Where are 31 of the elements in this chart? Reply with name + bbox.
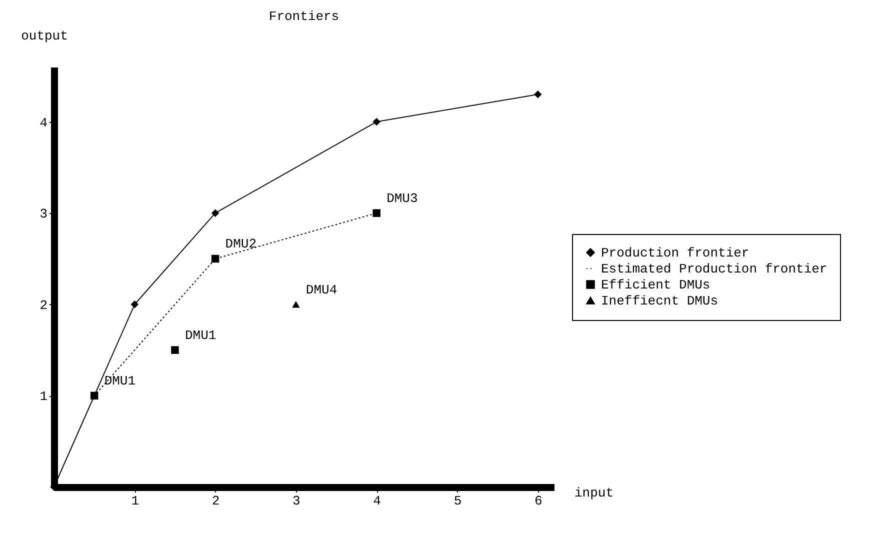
point	[90, 392, 98, 400]
annotation: DMU4	[306, 282, 338, 298]
point	[292, 301, 300, 308]
chart-title: Frontiers	[268, 9, 340, 24]
point	[211, 209, 220, 217]
point	[534, 90, 542, 98]
legend-label: Production frontier	[601, 246, 750, 260]
annotation: DMU3	[386, 191, 418, 206]
x-tick-label: 2	[212, 494, 220, 508]
point	[211, 254, 220, 263]
y-tick-label: 1	[40, 389, 48, 404]
legend-label: Efficient DMUs	[601, 278, 710, 292]
y-axis-title: output	[21, 28, 68, 44]
point	[372, 118, 380, 126]
legend-label: Estimated Production frontier	[601, 262, 828, 276]
point	[171, 346, 179, 354]
x-axis-title: input	[574, 486, 614, 500]
x-tick-label: 1	[131, 494, 140, 508]
annotation: DMU1	[104, 374, 136, 389]
y-tick-label: 4	[40, 115, 48, 130]
x-tick-label: 3	[292, 494, 300, 508]
point	[130, 300, 139, 308]
y-tick-label: 3	[40, 206, 48, 222]
annotation: DMU2	[225, 236, 257, 252]
x-tick-label: 4	[373, 494, 382, 508]
point	[372, 209, 380, 217]
x-tick-label: 5	[454, 494, 462, 508]
legend-label: Ineffiecnt DMUs	[601, 294, 718, 308]
y-tick-label: 2	[40, 298, 48, 313]
annotation: DMU1	[184, 328, 216, 344]
x-tick-label: 6	[534, 494, 542, 508]
